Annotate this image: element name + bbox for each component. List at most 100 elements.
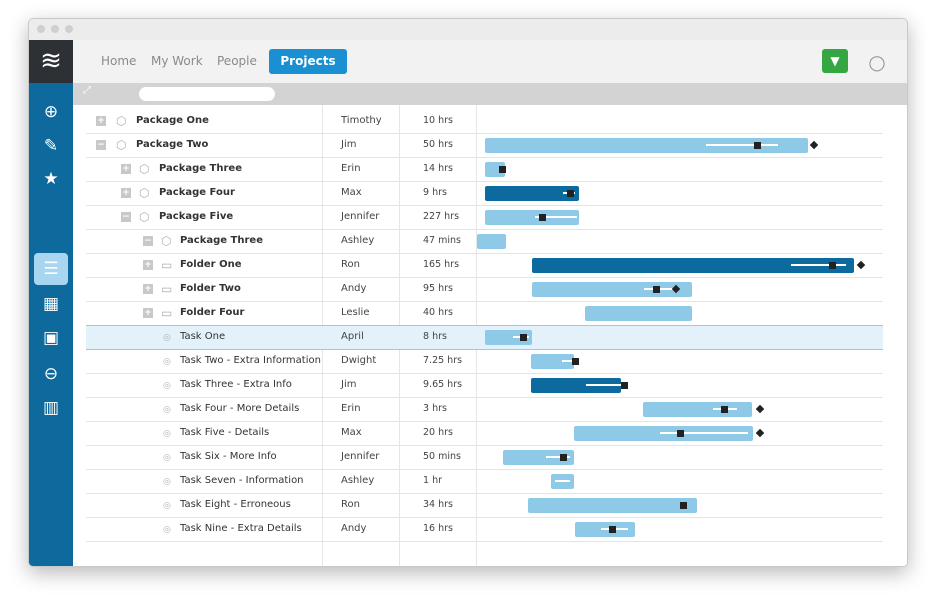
star-icon[interactable]: ★ (43, 169, 59, 189)
package-row[interactable]: + ⬡ Package Three Erin 14 hrs (86, 158, 883, 182)
item-name[interactable]: Package One (136, 115, 209, 126)
gantt-progress-marker[interactable] (572, 358, 579, 365)
item-name[interactable]: Task Four - More Details (180, 403, 300, 414)
window-close-dot[interactable] (37, 25, 45, 33)
folder-row[interactable]: + ▭ Folder Two Andy 95 hrs (86, 278, 883, 302)
package-row[interactable]: − ⬡ Package Five Jennifer 227 hrs (86, 206, 883, 230)
package-row[interactable]: − ⬡ Package Three Ashley 47 mins (86, 230, 883, 254)
gantt-milestone-diamond[interactable] (755, 428, 765, 438)
gantt-bar[interactable] (528, 498, 697, 513)
expand-toggle-icon[interactable]: + (143, 308, 153, 318)
gantt-bar[interactable] (532, 282, 692, 297)
dashboard-icon[interactable]: ▦ (42, 294, 60, 314)
expand-toggle-icon[interactable]: + (121, 164, 131, 174)
gantt-milestone-diamond[interactable] (809, 140, 819, 150)
gantt-progress-marker[interactable] (621, 382, 628, 389)
package-row[interactable]: + ⬡ Package Four Max 9 hrs (86, 182, 883, 206)
gantt-progress-marker[interactable] (567, 190, 574, 197)
item-name[interactable]: Package Three (180, 235, 263, 246)
expand-collapse-icon[interactable]: ⤢ (83, 85, 91, 96)
gantt-progress-marker[interactable] (539, 214, 546, 221)
gantt-progress-marker[interactable] (609, 526, 616, 533)
item-owner: Andy (341, 523, 367, 534)
expand-toggle-icon[interactable]: + (143, 260, 153, 270)
gantt-milestone-diamond[interactable] (856, 260, 866, 270)
gantt-progress-marker[interactable] (560, 454, 567, 461)
item-name[interactable]: Package Five (159, 211, 234, 222)
search-icon[interactable]: ○ (868, 50, 886, 74)
item-name[interactable]: Package Two (136, 139, 209, 150)
nav-link-my-work[interactable]: My Work (151, 54, 203, 68)
expand-toggle-icon[interactable]: + (96, 116, 106, 126)
gantt-bar[interactable] (485, 162, 505, 177)
package-row[interactable]: − ⬡ Package Two Jim 50 hrs (86, 134, 883, 158)
gantt-progress-marker[interactable] (653, 286, 660, 293)
window-zoom-dot[interactable] (65, 25, 73, 33)
gantt-progress-marker[interactable] (721, 406, 728, 413)
gantt-milestone-diamond[interactable] (755, 404, 765, 414)
collapse-toggle-icon[interactable]: − (143, 236, 153, 246)
filter-search-input[interactable] (139, 87, 275, 101)
gantt-view-icon[interactable]: ☰ (34, 253, 68, 285)
package-row[interactable]: + ⬡ Package One Timothy 10 hrs (86, 110, 883, 134)
item-name[interactable]: Package Four (159, 187, 235, 198)
task-row[interactable]: ◎ Task Eight - Erroneous Ron 34 hrs (86, 494, 883, 518)
gantt-bar[interactable] (532, 258, 854, 273)
nav-tab-projects[interactable]: Projects (269, 49, 347, 74)
dropdown-toggle-button[interactable]: ▼ (822, 49, 848, 73)
gantt-bar[interactable] (531, 354, 574, 369)
gantt-progress-marker[interactable] (829, 262, 836, 269)
gantt-progress-marker[interactable] (754, 142, 761, 149)
gantt-bar[interactable] (585, 306, 692, 321)
gantt-bar[interactable] (485, 330, 532, 345)
gantt-bar[interactable] (531, 378, 621, 393)
gantt-bar[interactable] (485, 138, 808, 153)
gantt-progress-marker[interactable] (499, 166, 506, 173)
item-name[interactable]: Task Six - More Info (180, 451, 277, 462)
item-name[interactable]: Task Five - Details (180, 427, 270, 438)
task-row[interactable]: ◎ Task Six - More Info Jennifer 50 mins (86, 446, 883, 470)
collapse-toggle-icon[interactable]: − (96, 140, 106, 150)
folder-row[interactable]: + ▭ Folder One Ron 165 hrs (86, 254, 883, 278)
add-circle-icon[interactable]: ⊕ (43, 102, 59, 122)
gantt-progress-marker[interactable] (520, 334, 527, 341)
task-row[interactable]: ◎ Task Nine - Extra Details Andy 16 hrs (86, 518, 883, 542)
item-name[interactable]: Task Eight - Erroneous (180, 499, 291, 510)
task-row[interactable]: ◎ Task Seven - Information Ashley 1 hr (86, 470, 883, 494)
task-row[interactable]: ◎ Task Two - Extra Information Dwight 7.25 … (86, 350, 883, 374)
item-duration: 16 hrs (423, 523, 453, 534)
item-duration: 9.65 hrs (423, 379, 463, 390)
item-name[interactable]: Task Seven - Information (180, 475, 304, 486)
app-window: ≋ ⊕ ✎ ★ ☰ ▦ ▣ ⊖ ▥ Home My Work People Projects … (28, 18, 908, 567)
task-row[interactable]: ◎ Task Four - More Details Erin 3 hrs (86, 398, 883, 422)
gantt-bar[interactable] (485, 210, 579, 225)
item-name[interactable]: Task Two - Extra Information (180, 355, 321, 366)
gantt-bar[interactable] (477, 234, 506, 249)
gantt-progress-marker[interactable] (677, 430, 684, 437)
gantt-bar[interactable] (485, 186, 579, 201)
item-name[interactable]: Task Nine - Extra Details (180, 523, 302, 534)
task-row[interactable]: ◎ Task Five - Details Max 20 hrs (86, 422, 883, 446)
item-name[interactable]: Task Three - Extra Info (180, 379, 292, 390)
pencil-icon[interactable]: ✎ (43, 136, 59, 156)
collapse-toggle-icon[interactable]: − (121, 212, 131, 222)
remove-circle-icon[interactable]: ⊖ (43, 364, 59, 384)
item-name[interactable]: Folder One (180, 259, 242, 270)
nav-link-home[interactable]: Home (101, 54, 137, 68)
item-name[interactable]: Folder Four (180, 307, 245, 318)
gantt-bar[interactable] (503, 450, 574, 465)
folder-row[interactable]: + ▭ Folder Four Leslie 40 hrs (86, 302, 883, 326)
expand-toggle-icon[interactable]: + (121, 188, 131, 198)
item-name[interactable]: Task One (180, 331, 226, 342)
gantt-bar[interactable] (643, 402, 752, 417)
task-row[interactable]: ◎ Task Three - Extra Info Jim 9.65 hrs (86, 374, 883, 398)
nav-link-people[interactable]: People (217, 54, 257, 68)
window-minimize-dot[interactable] (51, 25, 59, 33)
item-name[interactable]: Folder Two (180, 283, 241, 294)
briefcase-icon[interactable]: ▣ (42, 328, 60, 348)
item-name[interactable]: Package Three (159, 163, 242, 174)
gantt-progress-marker[interactable] (680, 502, 687, 509)
trash-icon[interactable]: ▥ (42, 398, 60, 418)
task-row[interactable]: ◎ Task One April 8 hrs (86, 325, 883, 350)
expand-toggle-icon[interactable]: + (143, 284, 153, 294)
